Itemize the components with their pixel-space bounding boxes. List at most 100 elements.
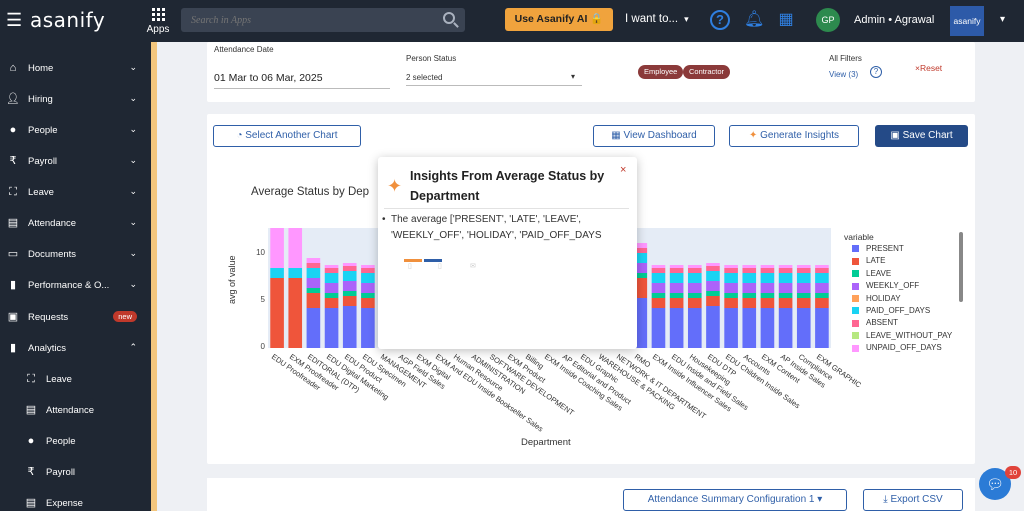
bar-segment[interactable] xyxy=(306,308,321,348)
legend-scrollbar[interactable] xyxy=(959,232,963,302)
user-name[interactable]: Admin • Agrawal xyxy=(854,14,935,26)
i-want-to-dropdown[interactable]: I want to... ▾ xyxy=(625,13,689,25)
bar-segment[interactable] xyxy=(742,268,757,273)
bar-segment[interactable] xyxy=(687,283,702,293)
bar-segment[interactable] xyxy=(633,273,648,278)
bar-segment[interactable] xyxy=(760,283,775,293)
app-logo[interactable]: asanify xyxy=(30,8,106,32)
bar-segment[interactable] xyxy=(669,283,684,293)
use-asanify-ai-button[interactable]: Use Asanify AI 🔒 xyxy=(505,8,613,31)
bar-segment[interactable] xyxy=(306,278,321,288)
apps-launcher[interactable]: Apps xyxy=(144,8,172,35)
legend-item[interactable]: LEAVE_WITHOUT_PAY xyxy=(852,331,952,340)
sidebar-item-attendance[interactable]: ▤ Attendance ⌄ xyxy=(0,209,151,237)
company-logo[interactable]: asanify xyxy=(950,6,984,36)
bar-segment[interactable] xyxy=(815,268,829,273)
bar-segment[interactable] xyxy=(796,298,811,308)
bar-segment[interactable] xyxy=(796,268,811,273)
bar-segment[interactable] xyxy=(815,273,829,283)
bar-segment[interactable] xyxy=(669,293,684,298)
bar-segment[interactable] xyxy=(724,283,738,293)
bar-segment[interactable] xyxy=(324,273,339,283)
account-chevron-down-icon[interactable]: ▾ xyxy=(1000,14,1006,25)
attendance-date-field[interactable]: 01 Mar to 06 Mar, 2025 xyxy=(214,72,323,84)
bar-segment[interactable] xyxy=(706,291,720,296)
bar-segment[interactable] xyxy=(742,293,757,298)
bar-segment[interactable] xyxy=(778,265,793,268)
bar-segment[interactable] xyxy=(796,293,811,298)
bar-segment[interactable] xyxy=(361,308,375,348)
bar-segment[interactable] xyxy=(687,273,702,283)
bar-segment[interactable] xyxy=(651,268,666,273)
bar-segment[interactable] xyxy=(778,268,793,273)
reset-button[interactable]: ×Reset xyxy=(915,63,943,73)
bar-segment[interactable] xyxy=(760,273,775,283)
bar-segment[interactable] xyxy=(687,268,702,273)
sidebar-item-home[interactable]: ⌂ Home ⌄ xyxy=(0,54,151,82)
bell-icon[interactable]: 🔔︎ xyxy=(744,11,765,28)
bar-segment[interactable] xyxy=(742,308,757,348)
legend-item[interactable]: UNPAID_OFF_DAYS xyxy=(852,343,942,352)
bar-segment[interactable] xyxy=(796,283,811,293)
bar-segment[interactable] xyxy=(324,283,339,293)
bar-segment[interactable] xyxy=(342,266,357,271)
sidebar-item-analytics[interactable]: ▮ Analytics ⌃ xyxy=(0,334,151,362)
search-icon[interactable] xyxy=(443,12,455,24)
bar-segment[interactable] xyxy=(778,283,793,293)
bar-segment[interactable] xyxy=(361,273,375,283)
bar-segment[interactable] xyxy=(633,248,648,253)
view-filters-link[interactable]: View (3) xyxy=(829,70,859,79)
help-icon[interactable]: ? xyxy=(710,10,730,30)
bar-segment[interactable] xyxy=(651,283,666,293)
bar-segment[interactable] xyxy=(815,308,829,348)
avatar[interactable]: GP xyxy=(816,8,840,32)
bar-segment[interactable] xyxy=(724,293,738,298)
bar-segment[interactable] xyxy=(687,265,702,268)
sidebar-subitem-expense[interactable]: ▤ Expense xyxy=(0,489,151,511)
bar-segment[interactable] xyxy=(324,298,339,308)
legend-item[interactable]: PAID_OFF_DAYS xyxy=(852,306,930,315)
bar-segment[interactable] xyxy=(270,228,284,268)
select-another-chart-button[interactable]: ◔ Select Another Chart xyxy=(213,125,361,147)
sidebar-item-people[interactable]: ● People ⌄ xyxy=(0,116,151,144)
bar-segment[interactable] xyxy=(288,228,303,268)
contractor-pill[interactable]: Contractor xyxy=(683,65,731,79)
copy-icon[interactable]: ▯ xyxy=(408,263,412,270)
bar-segment[interactable] xyxy=(742,283,757,293)
bar-segment[interactable] xyxy=(778,298,793,308)
bar-segment[interactable] xyxy=(324,265,339,268)
bar-segment[interactable] xyxy=(324,293,339,298)
bar-segment[interactable] xyxy=(669,265,684,268)
bar-segment[interactable] xyxy=(288,268,303,278)
sidebar-subitem-attendance[interactable]: ▤ Attendance xyxy=(0,396,151,424)
search-input[interactable] xyxy=(181,8,421,32)
bar-segment[interactable] xyxy=(760,268,775,273)
bar-segment[interactable] xyxy=(687,293,702,298)
bar-segment[interactable] xyxy=(760,265,775,268)
bar-segment[interactable] xyxy=(815,293,829,298)
sidebar-subitem-people[interactable]: ● People xyxy=(0,427,151,455)
bar-segment[interactable] xyxy=(651,298,666,308)
bar-segment[interactable] xyxy=(288,278,303,348)
bar-segment[interactable] xyxy=(633,263,648,273)
bar-segment[interactable] xyxy=(724,273,738,283)
bar-segment[interactable] xyxy=(742,265,757,268)
bar-segment[interactable] xyxy=(651,293,666,298)
bar-segment[interactable] xyxy=(324,268,339,273)
chevron-down-icon[interactable]: ▾ xyxy=(571,72,576,81)
sidebar-item-payroll[interactable]: ₹ Payroll ⌄ xyxy=(0,147,151,175)
bar-segment[interactable] xyxy=(815,298,829,308)
bar-segment[interactable] xyxy=(342,296,357,306)
bar-segment[interactable] xyxy=(724,268,738,273)
share-icon[interactable]: ▯ xyxy=(438,263,442,270)
bar-segment[interactable] xyxy=(306,258,321,263)
sidebar-item-documents[interactable]: ▭ Documents ⌄ xyxy=(0,240,151,268)
legend-item[interactable]: LATE xyxy=(852,256,885,265)
bar-segment[interactable] xyxy=(815,283,829,293)
bar-segment[interactable] xyxy=(706,266,720,271)
bar-segment[interactable] xyxy=(687,298,702,308)
legend-item[interactable]: HOLIDAY xyxy=(852,294,901,303)
bar-segment[interactable] xyxy=(361,268,375,273)
legend-item[interactable]: PRESENT xyxy=(852,244,904,253)
save-chart-button[interactable]: ▣ Save Chart xyxy=(875,125,968,147)
